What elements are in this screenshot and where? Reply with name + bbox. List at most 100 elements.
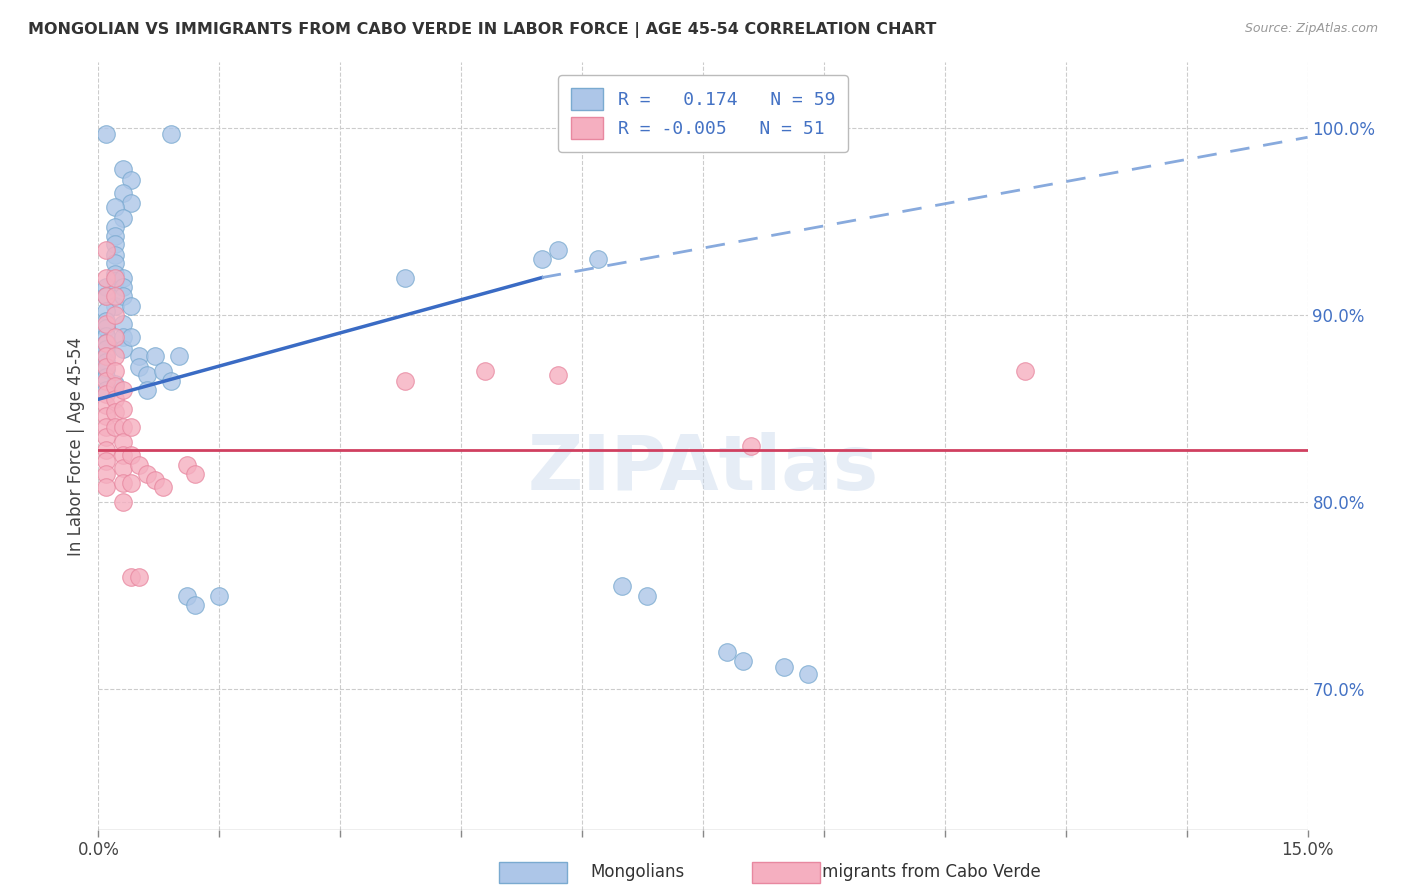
Point (103, 289, 125, 303)
Point (103, 392, 125, 407)
Point (1014, 364, 1036, 378)
Point (152, 480, 174, 494)
Point (96, 127, 118, 141)
Point (103, 405, 125, 419)
Point (96, 321, 118, 335)
Point (120, 173, 142, 187)
Point (120, 330, 142, 344)
Point (96, 362, 118, 376)
Point (111, 330, 134, 344)
Point (111, 401, 134, 416)
Point (103, 236, 125, 251)
Point (530, 252, 553, 266)
Point (103, 270, 125, 285)
Point (128, 570, 150, 584)
Point (103, 255, 125, 269)
Point (103, 330, 125, 344)
Point (120, 195, 142, 210)
Point (135, 383, 157, 397)
Point (96, 374, 118, 388)
Point (111, 211, 134, 225)
Point (103, 308, 125, 322)
Point (103, 377, 125, 392)
Point (96, 318, 118, 332)
Point (772, 660, 794, 674)
Point (797, 667, 820, 681)
Point (120, 299, 142, 313)
Point (128, 349, 150, 363)
Point (96, 313, 118, 327)
Point (111, 342, 134, 356)
Point (96, 454, 118, 468)
Text: Immigrants from Cabo Verde: Immigrants from Cabo Verde (801, 863, 1042, 881)
Point (184, 467, 207, 481)
Point (160, 127, 183, 141)
Point (128, 360, 150, 375)
Point (176, 589, 198, 603)
Point (96, 289, 118, 303)
Point (120, 570, 142, 584)
Point (143, 349, 166, 363)
Point (96, 369, 118, 384)
Point (716, 645, 738, 659)
Point (96, 270, 118, 285)
Point (547, 368, 569, 382)
Point (160, 374, 183, 388)
Point (111, 495, 134, 509)
Point (103, 274, 125, 288)
Point (96, 355, 118, 369)
Point (96, 467, 118, 481)
Point (96, 430, 118, 444)
Point (96, 280, 118, 294)
Point (740, 439, 762, 453)
Point (176, 458, 198, 472)
Point (128, 458, 150, 472)
Point (103, 248, 125, 262)
Text: ZIPAtlas: ZIPAtlas (527, 432, 879, 506)
Point (96, 304, 118, 318)
Point (143, 473, 166, 487)
Point (96, 328, 118, 343)
Point (96, 480, 118, 494)
Point (111, 448, 134, 462)
Point (96, 349, 118, 363)
Point (111, 435, 134, 450)
Text: MONGOLIAN VS IMMIGRANTS FROM CABO VERDE IN LABOR FORCE | AGE 45-54 CORRELATION C: MONGOLIAN VS IMMIGRANTS FROM CABO VERDE … (28, 22, 936, 38)
Point (103, 364, 125, 378)
Point (167, 349, 190, 363)
Point (111, 270, 134, 285)
Point (111, 280, 134, 294)
Point (394, 270, 416, 285)
Point (96, 336, 118, 351)
Point (394, 374, 416, 388)
Point (612, 579, 634, 593)
Point (733, 654, 755, 668)
Point (96, 336, 118, 351)
Point (111, 420, 134, 434)
Y-axis label: In Labor Force | Age 45-54: In Labor Force | Age 45-54 (66, 336, 84, 556)
Point (96, 442, 118, 457)
Point (111, 318, 134, 332)
Point (96, 289, 118, 303)
Point (636, 589, 658, 603)
Point (96, 409, 118, 423)
Point (103, 267, 125, 281)
Point (111, 186, 134, 201)
Point (135, 467, 157, 481)
Point (96, 383, 118, 397)
Text: Source: ZipAtlas.com: Source: ZipAtlas.com (1244, 22, 1378, 36)
Legend: R =   0.174   N = 59, R = -0.005   N = 51: R = 0.174 N = 59, R = -0.005 N = 51 (558, 75, 848, 152)
Point (96, 342, 118, 356)
Point (103, 379, 125, 393)
Point (135, 368, 157, 382)
Point (96, 420, 118, 434)
Point (103, 420, 125, 434)
Point (586, 252, 609, 266)
Point (152, 364, 174, 378)
Point (96, 398, 118, 412)
Point (103, 349, 125, 363)
Point (120, 476, 142, 491)
Point (103, 220, 125, 235)
Point (96, 360, 118, 375)
Point (184, 598, 207, 612)
